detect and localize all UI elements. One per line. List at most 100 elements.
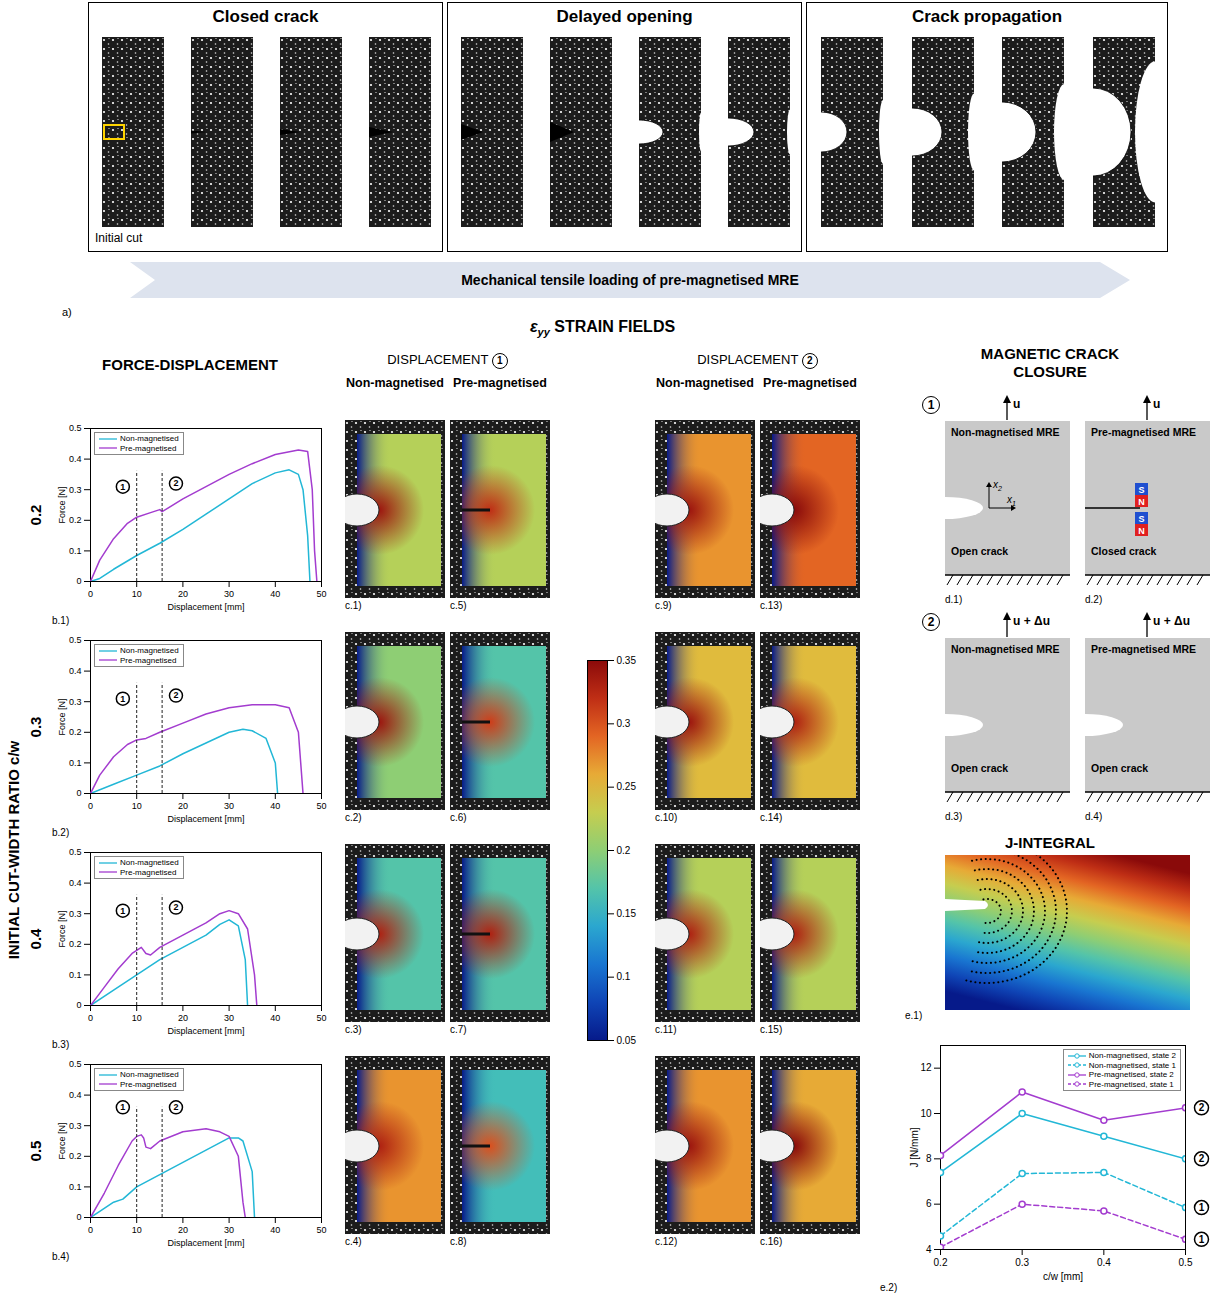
svg-text:20: 20 [178, 1013, 188, 1023]
svg-text:30: 30 [224, 801, 234, 811]
svg-text:10: 10 [132, 801, 142, 811]
svg-text:1: 1 [1199, 1234, 1205, 1245]
svg-text:0.4: 0.4 [1097, 1257, 1111, 1268]
svg-text:0.25: 0.25 [617, 781, 637, 792]
svg-text:2: 2 [1199, 1153, 1205, 1164]
svg-text:1: 1 [120, 906, 125, 916]
svg-text:2: 2 [173, 478, 178, 488]
svg-text:u: u [1013, 397, 1020, 411]
svg-text:6: 6 [926, 1198, 932, 1209]
svg-text:0.3: 0.3 [69, 909, 82, 919]
svg-text:1: 1 [120, 694, 125, 704]
svg-text:0.2: 0.2 [69, 727, 82, 737]
svg-text:0: 0 [88, 589, 93, 599]
html-text:εyySTRAIN FIELDS: εyySTRAIN FIELDS [529, 318, 676, 339]
svg-text:S: S [1138, 514, 1144, 524]
svg-text:50: 50 [316, 589, 326, 599]
svg-text:0.3: 0.3 [69, 1121, 82, 1131]
svg-text:Force [N]: Force [N] [57, 698, 67, 735]
svg-text:Displacement [mm]: Displacement [mm] [167, 1238, 244, 1248]
svg-text:S: S [1138, 485, 1144, 495]
svg-text:J [N/mm]: J [N/mm] [909, 1127, 920, 1167]
svg-text:10: 10 [132, 1225, 142, 1235]
html-text:MAGNETIC CRACK CLOSURE: MAGNETIC CRACK CLOSURE [980, 345, 1120, 380]
svg-text:10: 10 [132, 589, 142, 599]
svg-text:0.5: 0.5 [69, 635, 82, 645]
svg-text:0.05: 0.05 [617, 1035, 637, 1046]
svg-text:40: 40 [270, 1013, 280, 1023]
svg-text:10: 10 [920, 1108, 932, 1119]
svg-text:0.1: 0.1 [69, 1182, 82, 1192]
svg-text:0.15: 0.15 [617, 908, 637, 919]
svg-text:0.5: 0.5 [69, 423, 82, 433]
html-text:Delayed opening: Delayed opening [556, 7, 693, 26]
svg-text:1: 1 [1199, 1202, 1205, 1213]
svg-text:0.5: 0.5 [1179, 1257, 1193, 1268]
svg-text:0.4: 0.4 [69, 878, 82, 888]
svg-text:N: N [1138, 497, 1145, 507]
svg-text:0.4: 0.4 [69, 666, 82, 676]
svg-text:0: 0 [76, 1000, 81, 1010]
svg-text:50: 50 [316, 1225, 326, 1235]
svg-text:1: 1 [120, 1102, 125, 1112]
svg-text:2: 2 [173, 902, 178, 912]
svg-text:12: 12 [920, 1062, 932, 1073]
svg-text:0.4: 0.4 [69, 454, 82, 464]
svg-text:0.35: 0.35 [617, 655, 637, 666]
svg-text:Displacement [mm]: Displacement [mm] [167, 814, 244, 824]
svg-text:0.3: 0.3 [69, 697, 82, 707]
svg-text:2: 2 [173, 1102, 178, 1112]
svg-text:40: 40 [270, 589, 280, 599]
svg-text:Displacement [mm]: Displacement [mm] [167, 1026, 244, 1036]
svg-text:0: 0 [88, 1225, 93, 1235]
svg-text:20: 20 [178, 589, 188, 599]
svg-text:50: 50 [316, 801, 326, 811]
svg-text:20: 20 [178, 1225, 188, 1235]
svg-text:u: u [1153, 397, 1160, 411]
svg-text:10: 10 [132, 1013, 142, 1023]
svg-text:2: 2 [173, 690, 178, 700]
html-text:Closed crack: Closed crack [212, 7, 319, 26]
svg-text:x2: x2 [992, 479, 1002, 492]
svg-text:0.4: 0.4 [69, 1090, 82, 1100]
svg-text:0.1: 0.1 [69, 758, 82, 768]
svg-text:40: 40 [270, 801, 280, 811]
svg-text:20: 20 [178, 801, 188, 811]
svg-text:30: 30 [224, 589, 234, 599]
svg-text:0: 0 [76, 1212, 81, 1222]
svg-text:0.5: 0.5 [69, 1059, 82, 1069]
svg-text:0.3: 0.3 [69, 485, 82, 495]
svg-text:0.2: 0.2 [69, 515, 82, 525]
svg-text:0: 0 [88, 1013, 93, 1023]
svg-text:0.3: 0.3 [1015, 1257, 1029, 1268]
svg-text:2: 2 [1199, 1102, 1205, 1113]
svg-text:c/w [mm]: c/w [mm] [1043, 1271, 1083, 1282]
svg-text:N: N [1138, 526, 1145, 536]
svg-text:40: 40 [270, 1225, 280, 1235]
svg-text:0.3: 0.3 [617, 718, 631, 729]
svg-text:x1: x1 [1006, 494, 1016, 507]
svg-text:0.2: 0.2 [617, 845, 631, 856]
svg-text:0: 0 [76, 788, 81, 798]
svg-text:Force [N]: Force [N] [57, 486, 67, 523]
svg-text:0.5: 0.5 [69, 847, 82, 857]
svg-text:u + Δu: u + Δu [1013, 614, 1050, 628]
svg-text:0.1: 0.1 [69, 970, 82, 980]
svg-text:Displacement [mm]: Displacement [mm] [167, 602, 244, 612]
svg-text:4: 4 [926, 1244, 932, 1255]
svg-text:30: 30 [224, 1225, 234, 1235]
svg-text:0.2: 0.2 [69, 1151, 82, 1161]
svg-text:0.1: 0.1 [617, 971, 631, 982]
svg-text:0: 0 [88, 801, 93, 811]
svg-text:u + Δu: u + Δu [1153, 614, 1190, 628]
svg-text:0.1: 0.1 [69, 546, 82, 556]
svg-text:50: 50 [316, 1013, 326, 1023]
svg-text:Force [N]: Force [N] [57, 910, 67, 947]
svg-text:Force [N]: Force [N] [57, 1122, 67, 1159]
svg-text:0: 0 [76, 576, 81, 586]
svg-text:0.2: 0.2 [69, 939, 82, 949]
svg-text:1: 1 [120, 482, 125, 492]
svg-text:30: 30 [224, 1013, 234, 1023]
svg-text:8: 8 [926, 1153, 932, 1164]
svg-text:0.2: 0.2 [934, 1257, 948, 1268]
